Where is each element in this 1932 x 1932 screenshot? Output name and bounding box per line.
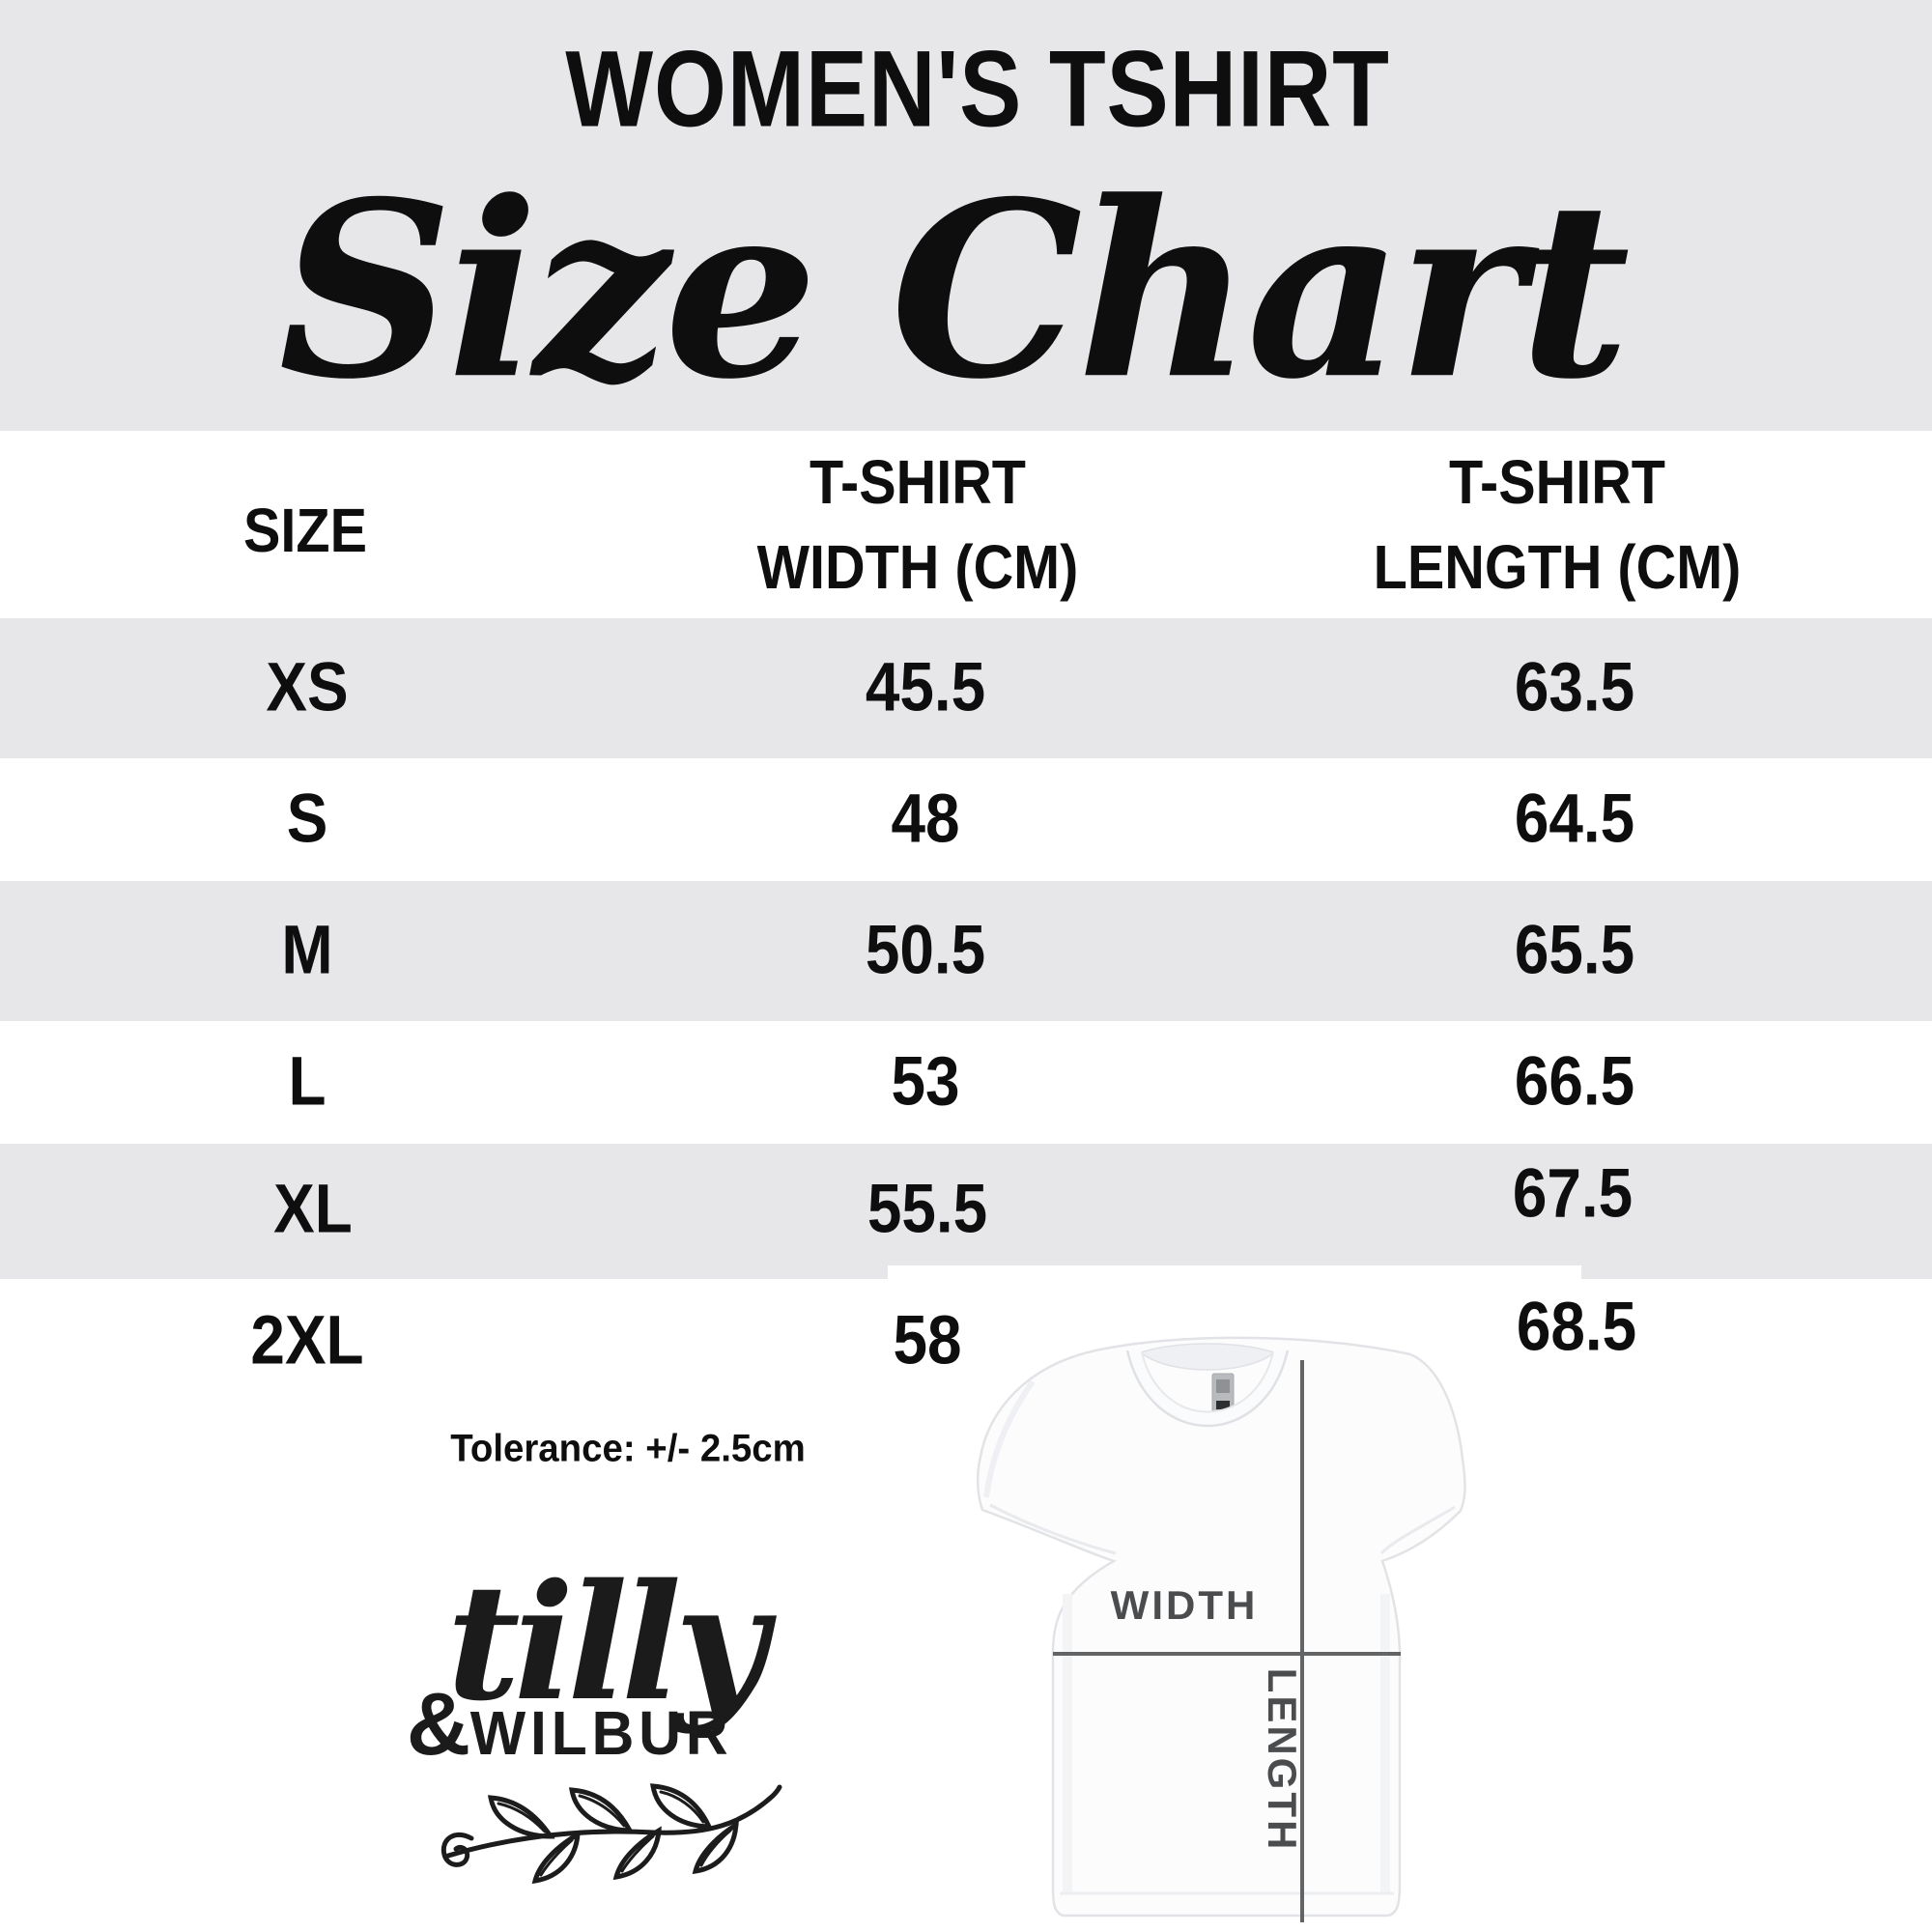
length-label: LENGTH xyxy=(1260,1667,1305,1853)
column-header-width-line2: WIDTH (CM) xyxy=(756,532,1079,602)
tshirt-illustration xyxy=(977,1336,1466,1922)
column-header-width: T-SHIRT WIDTH (CM) xyxy=(757,440,1079,610)
row-l-length: 66.5 xyxy=(1514,1043,1635,1121)
brand-wordmark: WILBUR xyxy=(470,1698,733,1768)
row-xl-size: XL xyxy=(273,1171,353,1248)
tolerance-note: Tolerance: +/- 2.5cm xyxy=(450,1427,806,1470)
row-m-width: 50.5 xyxy=(865,912,986,989)
row-l-size: L xyxy=(288,1043,327,1121)
row-s-length: 64.5 xyxy=(1514,781,1635,858)
row-xs-length: 63.5 xyxy=(1514,649,1635,726)
row-l-width: 53 xyxy=(891,1043,960,1121)
row-band-xl xyxy=(0,1144,1932,1279)
brand-ampersand: & xyxy=(406,1675,471,1774)
header-banner xyxy=(0,0,1932,431)
left-cuff-seam xyxy=(989,1503,1117,1555)
branch-stem xyxy=(445,1784,782,1859)
collar-band xyxy=(1127,1348,1288,1426)
brand-script-name: tilly xyxy=(446,1548,767,1736)
page-title: WOMEN'S TSHIRT xyxy=(565,28,1390,150)
column-header-length-line2: LENGTH (CM) xyxy=(1373,532,1742,602)
tshirt-body xyxy=(977,1336,1466,1918)
column-header-length-line1: T-SHIRT xyxy=(1449,447,1665,517)
row-s-size: S xyxy=(286,781,328,858)
brand-caps-name: & WILBUR xyxy=(407,1674,747,1776)
page-subtitle: Size Chart xyxy=(278,148,1630,433)
row-xs-size: XS xyxy=(266,649,349,726)
column-header-width-line1: T-SHIRT xyxy=(810,447,1026,517)
right-cuff-seam xyxy=(1379,1505,1456,1555)
row-band-m xyxy=(0,881,1932,1021)
laurel-branch-icon xyxy=(440,1783,782,1885)
column-header-size: SIZE xyxy=(242,496,368,565)
width-label: WIDTH xyxy=(1110,1582,1259,1628)
row-m-size: M xyxy=(281,912,333,989)
row-2xl-width: 58 xyxy=(893,1302,962,1379)
row-2xl-length: 68.5 xyxy=(1516,1289,1637,1366)
column-header-length: T-SHIRT LENGTH (CM) xyxy=(1374,440,1742,610)
row-band-xs xyxy=(0,618,1932,758)
row-2xl-size: 2XL xyxy=(250,1302,364,1379)
row-m-length: 65.5 xyxy=(1514,912,1635,989)
tshirt-diagram: WIDTH LENGTH xyxy=(888,1265,1581,1932)
row-s-width: 48 xyxy=(891,781,960,858)
row-xs-width: 45.5 xyxy=(865,649,986,726)
row-xl-length: 67.5 xyxy=(1512,1155,1634,1233)
row-xl-width: 55.5 xyxy=(867,1171,988,1248)
